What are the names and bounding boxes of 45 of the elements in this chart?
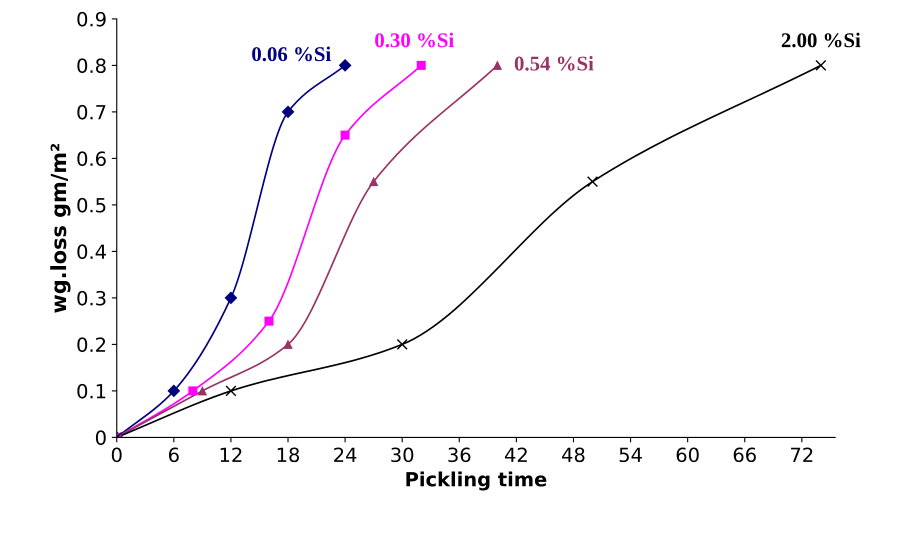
point — [283, 340, 293, 349]
y-tick-label: 0.1 — [77, 384, 106, 399]
x-tick-label: 42 — [504, 447, 527, 462]
y-tick-label: 0.9 — [77, 12, 106, 27]
point — [492, 60, 502, 70]
x-tick-label: 12 — [220, 447, 242, 462]
point — [340, 130, 350, 140]
x-tick-label: 48 — [562, 447, 585, 462]
x-tick-label: 18 — [278, 447, 300, 462]
point — [188, 386, 198, 396]
point — [224, 292, 238, 304]
series-label: 2.00 %Si — [782, 32, 860, 48]
point — [416, 60, 426, 70]
point — [815, 60, 826, 71]
x-tick-label: 6 — [169, 447, 179, 462]
x-tick-label: 60 — [676, 447, 699, 462]
series-label: 0.54 %Si — [514, 56, 594, 71]
x-tick-label: 72 — [791, 447, 812, 462]
point — [264, 316, 274, 326]
y-tick-label: 0.2 — [77, 337, 106, 352]
y-axis-title: wg.loss gm/m² — [50, 144, 71, 313]
point — [586, 176, 598, 188]
x-tick-label: 0 — [112, 447, 122, 462]
x-tick-label: 36 — [448, 447, 470, 462]
point — [338, 59, 352, 72]
point — [225, 385, 236, 396]
x-tick-label: 66 — [734, 447, 756, 462]
y-tick-label: 0 — [96, 430, 106, 446]
y-tick-label: 0.6 — [77, 151, 106, 166]
point — [168, 384, 180, 398]
series-label: 0.06 %Si — [252, 46, 331, 62]
y-tick-label: 0.5 — [77, 198, 106, 213]
x-tick-label: 54 — [620, 448, 642, 462]
y-tick-label: 0.8 — [77, 58, 106, 74]
series-label: 0.30 %Si — [375, 32, 454, 48]
x-tick-label: 24 — [334, 447, 356, 462]
point — [282, 106, 294, 118]
y-tick-label: 0.7 — [77, 104, 106, 120]
x-axis-title: Pickling time — [406, 471, 546, 490]
y-tick-label: 0.3 — [77, 290, 106, 306]
x-tick-label: 30 — [391, 447, 414, 462]
y-tick-label: 0.4 — [77, 244, 106, 260]
point — [369, 177, 378, 186]
point — [396, 338, 408, 350]
point — [198, 386, 207, 396]
